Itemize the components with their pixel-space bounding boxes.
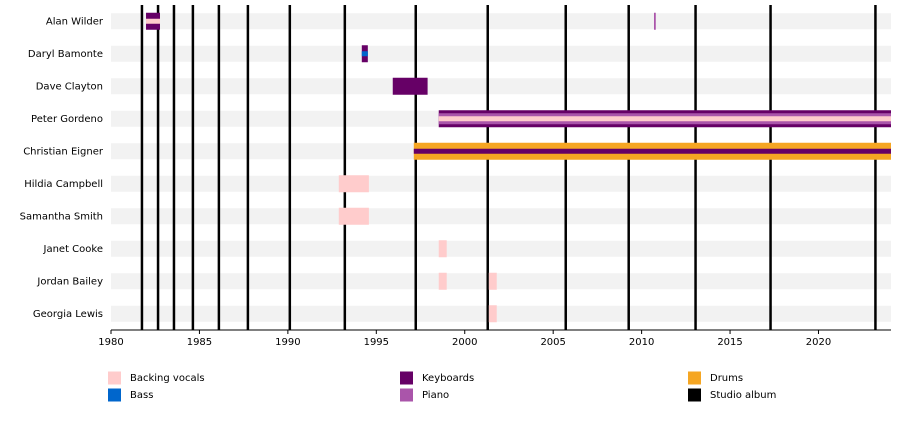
x-tick-label: 1990 (275, 337, 300, 348)
legend-label: Piano (422, 390, 449, 401)
legend-swatch (400, 371, 413, 385)
row-band (111, 305, 891, 322)
x-tick-label: 1980 (98, 337, 123, 348)
row-band (111, 273, 891, 290)
member-span (361, 51, 368, 57)
member-span (338, 175, 369, 193)
member-name: Dave Clayton (36, 81, 103, 92)
member-name: Christian Eigner (23, 146, 104, 157)
member-name: Alan Wilder (46, 16, 104, 27)
x-tick-label: 2000 (452, 337, 477, 348)
member-name: Janet Cooke (43, 244, 103, 255)
member-span (392, 77, 428, 95)
x-tick-label: 2005 (540, 337, 565, 348)
row-band (111, 175, 891, 192)
legend-swatch (400, 388, 413, 402)
member-name: Peter Gordeno (31, 114, 103, 125)
member-span (488, 305, 497, 323)
row-band (111, 13, 891, 30)
member-name: Daryl Bamonte (28, 49, 103, 60)
row-band (111, 240, 891, 257)
x-tick-label: 1995 (364, 337, 389, 348)
row-band (111, 45, 891, 62)
member-span (413, 148, 891, 154)
legend-label: Backing vocals (130, 373, 205, 384)
member-span (338, 207, 369, 225)
legend-swatch (108, 388, 121, 402)
member-span (438, 116, 891, 122)
legend-label: Bass (130, 390, 153, 401)
x-tick-label: 2020 (806, 337, 831, 348)
x-tick-label: 1985 (187, 337, 212, 348)
member-span (438, 240, 447, 258)
legend-swatch (688, 371, 701, 385)
member-span (653, 12, 656, 30)
member-name: Georgia Lewis (33, 309, 103, 320)
row-band (111, 208, 891, 225)
x-tick-label: 2010 (629, 337, 654, 348)
member-name: Hildia Campbell (24, 179, 103, 190)
legend-swatch (688, 388, 701, 402)
member-span (438, 272, 447, 290)
member-name: Samantha Smith (20, 211, 103, 222)
legend-label: Drums (710, 373, 743, 384)
legend-label: Studio album (710, 390, 776, 401)
x-tick-label: 2015 (717, 337, 742, 348)
member-span (488, 272, 497, 290)
legend-swatch (108, 371, 121, 385)
member-name: Jordan Bailey (36, 276, 103, 287)
member-span (146, 18, 160, 24)
row-band (111, 78, 891, 95)
legend-label: Keyboards (422, 373, 474, 384)
